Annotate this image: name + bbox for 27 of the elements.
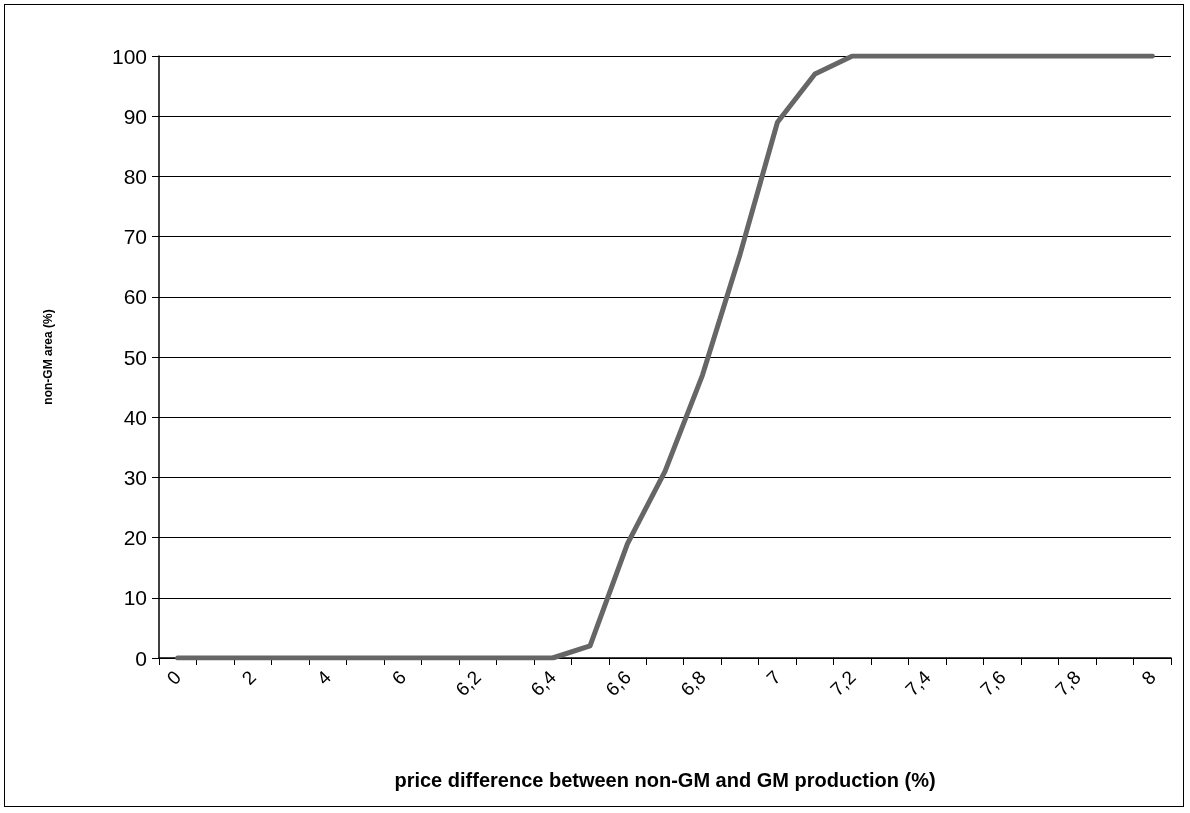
x-tick-label: 6,2 — [451, 666, 486, 701]
y-axis-title: non-GM area (%) — [41, 309, 55, 405]
x-tick-label: 0 — [162, 666, 186, 689]
y-tick-label: 80 — [123, 164, 147, 188]
y-tick-label: 30 — [123, 465, 147, 489]
x-tick-label: 6,4 — [526, 666, 560, 701]
y-tick-label: 60 — [123, 285, 147, 309]
x-tick-label: 6,6 — [601, 666, 635, 701]
x-tick-label: 7,2 — [826, 666, 860, 701]
x-tick-label: 2 — [237, 666, 261, 689]
y-tick-label: 90 — [123, 104, 147, 128]
x-tick-label: 8 — [1137, 666, 1160, 689]
y-tick-label: 40 — [123, 405, 147, 429]
y-tick-label: 10 — [123, 586, 147, 610]
x-tick-label: 6,8 — [676, 666, 710, 701]
y-tick-label: 50 — [123, 345, 147, 369]
y-tick-label: 0 — [135, 646, 147, 670]
y-tick-label: 20 — [123, 526, 147, 550]
x-tick-label: 7,4 — [901, 666, 935, 701]
y-tick-label: 70 — [123, 225, 147, 249]
x-tick-label: 7,6 — [976, 666, 1010, 701]
x-tick-label: 4 — [312, 666, 336, 689]
x-tick-label: 7,8 — [1051, 666, 1085, 701]
x-tick-label: 6 — [387, 666, 411, 689]
x-tick-label: 7 — [762, 666, 785, 689]
x-axis-title: price difference between non-GM and GM production (%) — [394, 769, 936, 791]
y-tick-label: 100 — [111, 44, 147, 68]
